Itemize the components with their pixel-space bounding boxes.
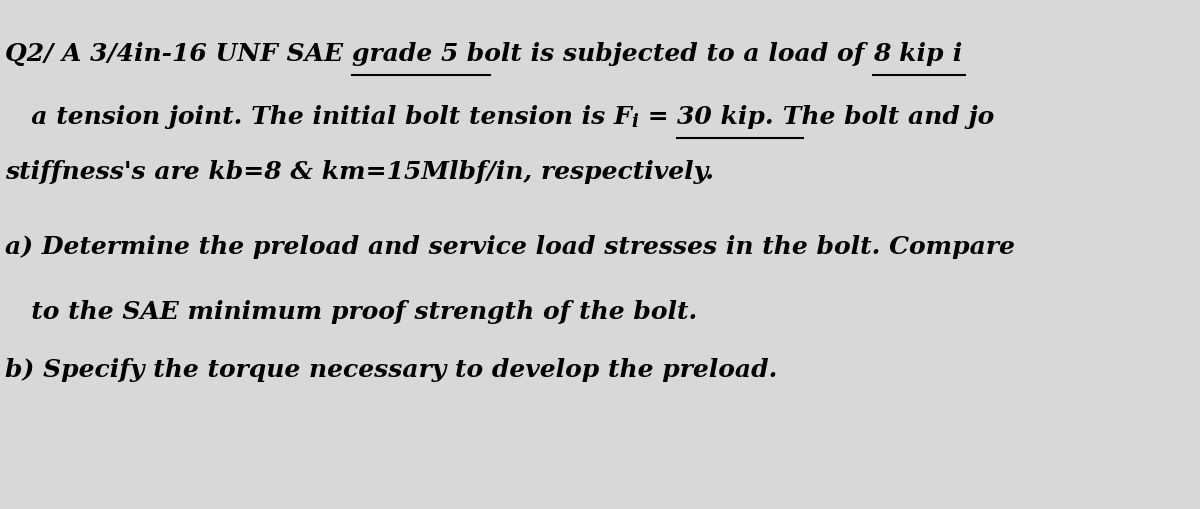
Text: 30 kip.: 30 kip.: [677, 105, 774, 129]
Text: a) Determine the preload and service load stresses in the bolt. Compare: a) Determine the preload and service loa…: [5, 235, 1015, 259]
Text: =: =: [638, 105, 677, 129]
Text: b) Specify the torque necessary to develop the preload.: b) Specify the torque necessary to devel…: [5, 357, 778, 381]
Text: to the SAE minimum proof strength of the bolt.: to the SAE minimum proof strength of the…: [5, 299, 697, 323]
Text: stiffness's are kb=8 & km=15Mlbf/in, respectively.: stiffness's are kb=8 & km=15Mlbf/in, res…: [5, 160, 714, 184]
Text: The bolt and jo: The bolt and jo: [774, 105, 994, 129]
Text: i: i: [943, 42, 962, 66]
Text: a tension joint. The initial bolt tension is F: a tension joint. The initial bolt tensio…: [5, 105, 631, 129]
Text: Q2/ A 3/4in-16 UNF SAE: Q2/ A 3/4in-16 UNF SAE: [5, 42, 352, 66]
Text: i: i: [631, 113, 638, 131]
Text: 8 kip: 8 kip: [874, 42, 943, 66]
Text: bolt is subjected to a load of: bolt is subjected to a load of: [458, 42, 874, 66]
Text: grade 5: grade 5: [352, 42, 458, 66]
